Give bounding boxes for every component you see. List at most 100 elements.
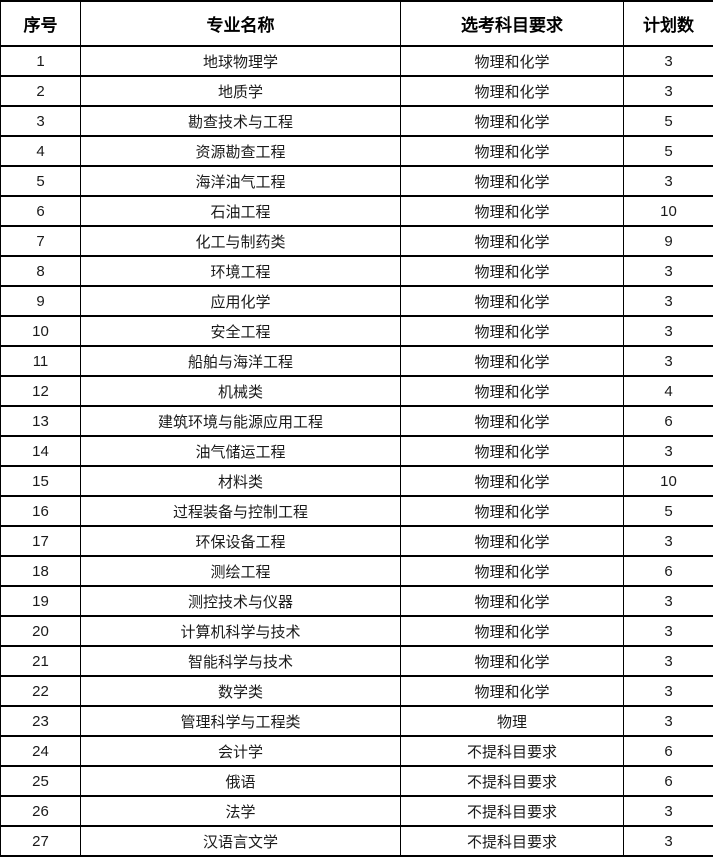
header-count: 计划数 [624, 1, 713, 46]
plan-count-cell: 3 [624, 526, 713, 556]
row-number-cell: 24 [1, 736, 81, 766]
plan-count-cell: 3 [624, 706, 713, 736]
row-number-cell: 19 [1, 586, 81, 616]
row-number-cell: 5 [1, 166, 81, 196]
major-name-cell: 化工与制药类 [81, 226, 401, 256]
plan-count-cell: 6 [624, 556, 713, 586]
major-name-cell: 船舶与海洋工程 [81, 346, 401, 376]
plan-count-cell: 9 [624, 226, 713, 256]
plan-count-cell: 5 [624, 136, 713, 166]
subject-requirement-cell: 物理 [401, 706, 624, 736]
row-number-cell: 9 [1, 286, 81, 316]
row-number-cell: 8 [1, 256, 81, 286]
subject-requirement-cell: 物理和化学 [401, 76, 624, 106]
major-name-cell: 数学类 [81, 676, 401, 706]
row-number-cell: 15 [1, 466, 81, 496]
row-number-cell: 7 [1, 226, 81, 256]
major-name-cell: 地质学 [81, 76, 401, 106]
plan-count-cell: 4 [624, 376, 713, 406]
subject-requirement-cell: 物理和化学 [401, 436, 624, 466]
subject-requirement-cell: 物理和化学 [401, 676, 624, 706]
header-row: 序号 专业名称 选考科目要求 计划数 [1, 1, 713, 46]
major-name-cell: 智能科学与技术 [81, 646, 401, 676]
header-subject: 选考科目要求 [401, 1, 624, 46]
subject-requirement-cell: 物理和化学 [401, 646, 624, 676]
row-number-cell: 18 [1, 556, 81, 586]
subject-requirement-cell: 物理和化学 [401, 376, 624, 406]
major-name-cell: 测绘工程 [81, 556, 401, 586]
major-name-cell: 计算机科学与技术 [81, 616, 401, 646]
plan-count-cell: 3 [624, 76, 713, 106]
major-name-cell: 测控技术与仪器 [81, 586, 401, 616]
subject-requirement-cell: 物理和化学 [401, 226, 624, 256]
major-name-cell: 勘查技术与工程 [81, 106, 401, 136]
subject-requirement-cell: 物理和化学 [401, 556, 624, 586]
row-number-cell: 11 [1, 346, 81, 376]
subject-requirement-cell: 物理和化学 [401, 166, 624, 196]
row-number-cell: 2 [1, 76, 81, 106]
subject-requirement-cell: 物理和化学 [401, 496, 624, 526]
plan-count-cell: 10 [624, 196, 713, 226]
plan-count-cell: 3 [624, 616, 713, 646]
plan-count-cell: 3 [624, 436, 713, 466]
row-number-cell: 13 [1, 406, 81, 436]
major-name-cell: 安全工程 [81, 316, 401, 346]
plan-count-cell: 3 [624, 646, 713, 676]
subject-requirement-cell: 物理和化学 [401, 616, 624, 646]
row-number-cell: 17 [1, 526, 81, 556]
row-number-cell: 22 [1, 676, 81, 706]
plan-count-cell: 3 [624, 676, 713, 706]
row-number-cell: 12 [1, 376, 81, 406]
plan-count-cell: 5 [624, 106, 713, 136]
row-number-cell: 6 [1, 196, 81, 226]
plan-count-cell: 3 [624, 316, 713, 346]
subject-requirement-cell: 物理和化学 [401, 286, 624, 316]
major-name-cell: 建筑环境与能源应用工程 [81, 406, 401, 436]
major-name-cell: 环保设备工程 [81, 526, 401, 556]
major-name-cell: 会计学 [81, 736, 401, 766]
major-name-cell: 俄语 [81, 766, 401, 796]
subject-requirement-cell: 不提科目要求 [401, 736, 624, 766]
row-number-cell: 3 [1, 106, 81, 136]
major-name-cell: 油气储运工程 [81, 436, 401, 466]
major-name-cell: 石油工程 [81, 196, 401, 226]
row-number-cell: 20 [1, 616, 81, 646]
subject-requirement-cell: 物理和化学 [401, 46, 624, 76]
major-name-cell: 汉语言文学 [81, 826, 401, 856]
plan-count-cell: 5 [624, 496, 713, 526]
major-name-cell: 资源勘查工程 [81, 136, 401, 166]
subject-requirement-cell: 物理和化学 [401, 346, 624, 376]
plan-count-cell: 3 [624, 46, 713, 76]
plan-count-cell: 3 [624, 826, 713, 856]
row-number-cell: 4 [1, 136, 81, 166]
subject-requirement-cell: 物理和化学 [401, 136, 624, 166]
subject-requirement-cell: 物理和化学 [401, 256, 624, 286]
plan-count-cell: 3 [624, 256, 713, 286]
plan-count-cell: 3 [624, 796, 713, 826]
subject-requirement-cell: 不提科目要求 [401, 766, 624, 796]
subject-requirement-cell: 物理和化学 [401, 316, 624, 346]
